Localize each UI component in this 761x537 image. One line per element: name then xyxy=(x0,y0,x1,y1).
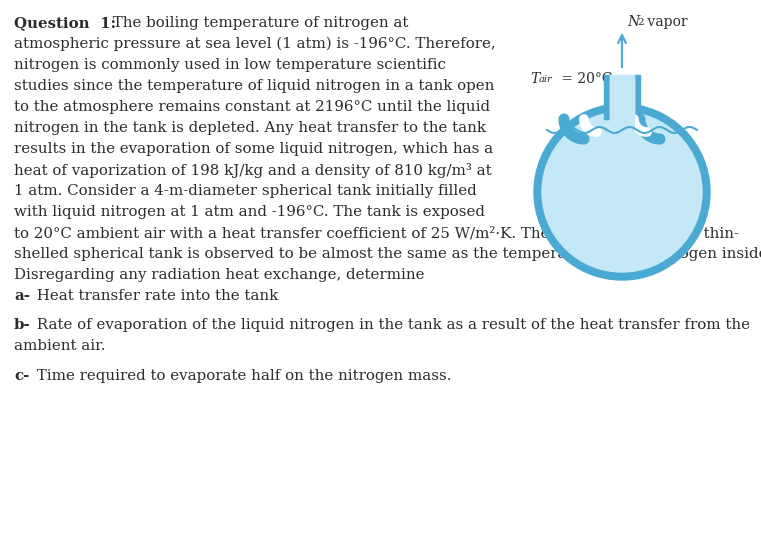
Polygon shape xyxy=(604,75,610,119)
Text: = 20°C: = 20°C xyxy=(557,72,613,86)
Text: N: N xyxy=(627,15,639,29)
Polygon shape xyxy=(610,75,634,130)
Text: shelled spherical tank is observed to be almost the same as the temperature of t: shelled spherical tank is observed to be… xyxy=(14,247,761,261)
Text: ambient air.: ambient air. xyxy=(14,339,106,353)
Text: heat of vaporization of 198 kJ/kg and a density of 810 kg/m³ at: heat of vaporization of 198 kJ/kg and a … xyxy=(14,163,492,178)
Text: Liquid N: Liquid N xyxy=(586,226,648,240)
Text: atmospheric pressure at sea level (1 atm) is -196°C. Therefore,: atmospheric pressure at sea level (1 atm… xyxy=(14,37,495,52)
Text: b-: b- xyxy=(14,318,30,332)
Text: air: air xyxy=(539,75,552,84)
Text: The boiling temperature of nitrogen at: The boiling temperature of nitrogen at xyxy=(108,16,409,30)
Text: Disregarding any radiation heat exchange, determine: Disregarding any radiation heat exchange… xyxy=(14,268,425,282)
Text: 1 atm: 1 atm xyxy=(602,212,642,226)
Text: Time required to evaporate half on the nitrogen mass.: Time required to evaporate half on the n… xyxy=(32,369,451,383)
Text: c-: c- xyxy=(14,369,30,383)
Text: Heat transfer rate into the tank: Heat transfer rate into the tank xyxy=(32,289,279,303)
Text: T: T xyxy=(530,72,540,86)
Text: to 20°C ambient air with a heat transfer coefficient of 25 W/m²·K. The temperatu: to 20°C ambient air with a heat transfer… xyxy=(14,226,739,241)
Text: a-: a- xyxy=(14,289,30,303)
Polygon shape xyxy=(634,75,640,119)
Text: 2: 2 xyxy=(654,229,661,238)
Circle shape xyxy=(534,104,710,280)
Text: results in the evaporation of some liquid nitrogen, which has a: results in the evaporation of some liqui… xyxy=(14,142,493,156)
Text: to the atmosphere remains constant at 2196°C until the liquid: to the atmosphere remains constant at 21… xyxy=(14,100,490,114)
Text: with liquid nitrogen at 1 atm and -196°C. The tank is exposed: with liquid nitrogen at 1 atm and -196°C… xyxy=(14,205,485,219)
Text: vapor: vapor xyxy=(643,15,688,29)
Text: nitrogen in the tank is depleted. Any heat transfer to the tank: nitrogen in the tank is depleted. Any he… xyxy=(14,121,486,135)
Text: nitrogen is commonly used in low temperature scientific: nitrogen is commonly used in low tempera… xyxy=(14,58,446,72)
Text: Question  1:: Question 1: xyxy=(14,16,116,30)
Text: 1 atm. Consider a 4-m-diameter spherical tank initially filled: 1 atm. Consider a 4-m-diameter spherical… xyxy=(14,184,476,198)
Polygon shape xyxy=(610,75,634,119)
Text: studies since the temperature of liquid nitrogen in a tank open: studies since the temperature of liquid … xyxy=(14,79,495,93)
Circle shape xyxy=(542,112,702,272)
Text: –196°C: –196°C xyxy=(597,240,648,254)
Text: Rate of evaporation of the liquid nitrogen in the tank as a result of the heat t: Rate of evaporation of the liquid nitrog… xyxy=(32,318,750,332)
Text: 2: 2 xyxy=(637,18,644,27)
